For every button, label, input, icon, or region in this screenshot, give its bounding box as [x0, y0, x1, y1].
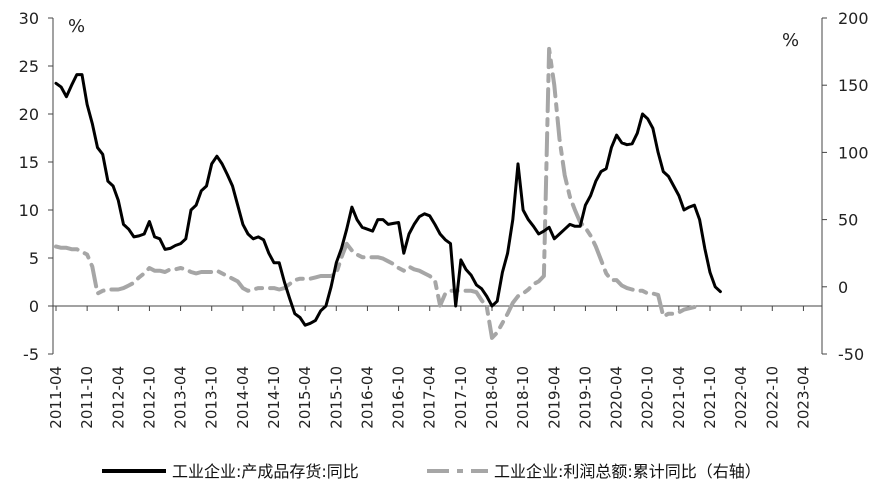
right-tick-label: 100 — [838, 143, 869, 162]
left-tick-label: 5 — [29, 249, 39, 268]
x-tick-label: 2020-10 — [639, 366, 657, 429]
x-tick-label: 2021-10 — [701, 366, 719, 429]
legend-label-profit: 工业企业:利润总额:累计同比（右轴） — [494, 462, 761, 481]
axes — [52, 18, 823, 354]
right-tick-label: 50 — [838, 211, 858, 230]
x-tick-label: 2020-04 — [608, 366, 626, 429]
x-tick-label: 2019-10 — [576, 366, 594, 429]
x-tick-label: 2023-04 — [794, 366, 812, 429]
x-tick-label: 2021-04 — [670, 366, 688, 429]
legend: 工业企业:产成品存货:同比 工业企业:利润总额:累计同比（右轴） — [102, 462, 761, 481]
x-tick-label: 2013-04 — [172, 366, 190, 429]
series-line-profit — [54, 46, 697, 340]
x-tick-label: 2013-10 — [203, 366, 221, 429]
x-tick-label: 2015-04 — [296, 366, 314, 429]
x-tick-label: 2014-10 — [265, 366, 283, 429]
x-tick-label: 2011-04 — [47, 366, 65, 429]
series-line-inventory — [54, 73, 722, 327]
right-axis-unit: % — [782, 30, 799, 51]
x-tick-label: 2018-04 — [483, 366, 501, 429]
right-axis-ticks: 200 150 100 50 0 -50 — [822, 9, 869, 364]
left-tick-label: 30 — [19, 9, 39, 28]
x-tick-label: 2017-04 — [421, 366, 439, 429]
series-layer — [54, 46, 722, 340]
x-tick-label: 2016-04 — [358, 366, 376, 429]
right-tick-label: 200 — [838, 9, 869, 28]
left-tick-label: 25 — [19, 57, 39, 76]
right-tick-label: -50 — [838, 345, 864, 364]
left-tick-label: -5 — [23, 345, 39, 364]
x-tick-label: 2017-10 — [452, 366, 470, 429]
x-tick-label: 2015-10 — [327, 366, 345, 429]
x-tick-label: 2011-10 — [78, 366, 96, 429]
left-tick-label: 15 — [19, 153, 39, 172]
x-tick-label: 2019-04 — [545, 366, 563, 429]
right-tick-label: 150 — [838, 76, 869, 95]
left-tick-label: 20 — [19, 105, 39, 124]
legend-label-inventory: 工业企业:产成品存货:同比 — [172, 462, 359, 481]
x-tick-label: 2016-10 — [390, 366, 408, 429]
right-tick-label: 0 — [838, 278, 848, 297]
x-tick-label: 2018-10 — [514, 366, 532, 429]
x-tick-label: 2014-04 — [234, 366, 252, 429]
left-axis-ticks: 30 25 20 15 10 5 0 -5 — [19, 9, 53, 364]
left-tick-label: 10 — [19, 201, 39, 220]
x-axis-ticks: 2011-04 2011-10 2012-04 2012-10 2013-04 2013-… — [47, 306, 812, 429]
left-tick-label: 0 — [29, 297, 39, 316]
x-tick-label: 2012-10 — [140, 366, 158, 429]
x-tick-label: 2012-04 — [109, 366, 127, 429]
left-axis-unit: % — [68, 16, 85, 37]
x-tick-label: 2022-10 — [763, 366, 781, 429]
x-tick-label: 2022-04 — [732, 366, 750, 429]
